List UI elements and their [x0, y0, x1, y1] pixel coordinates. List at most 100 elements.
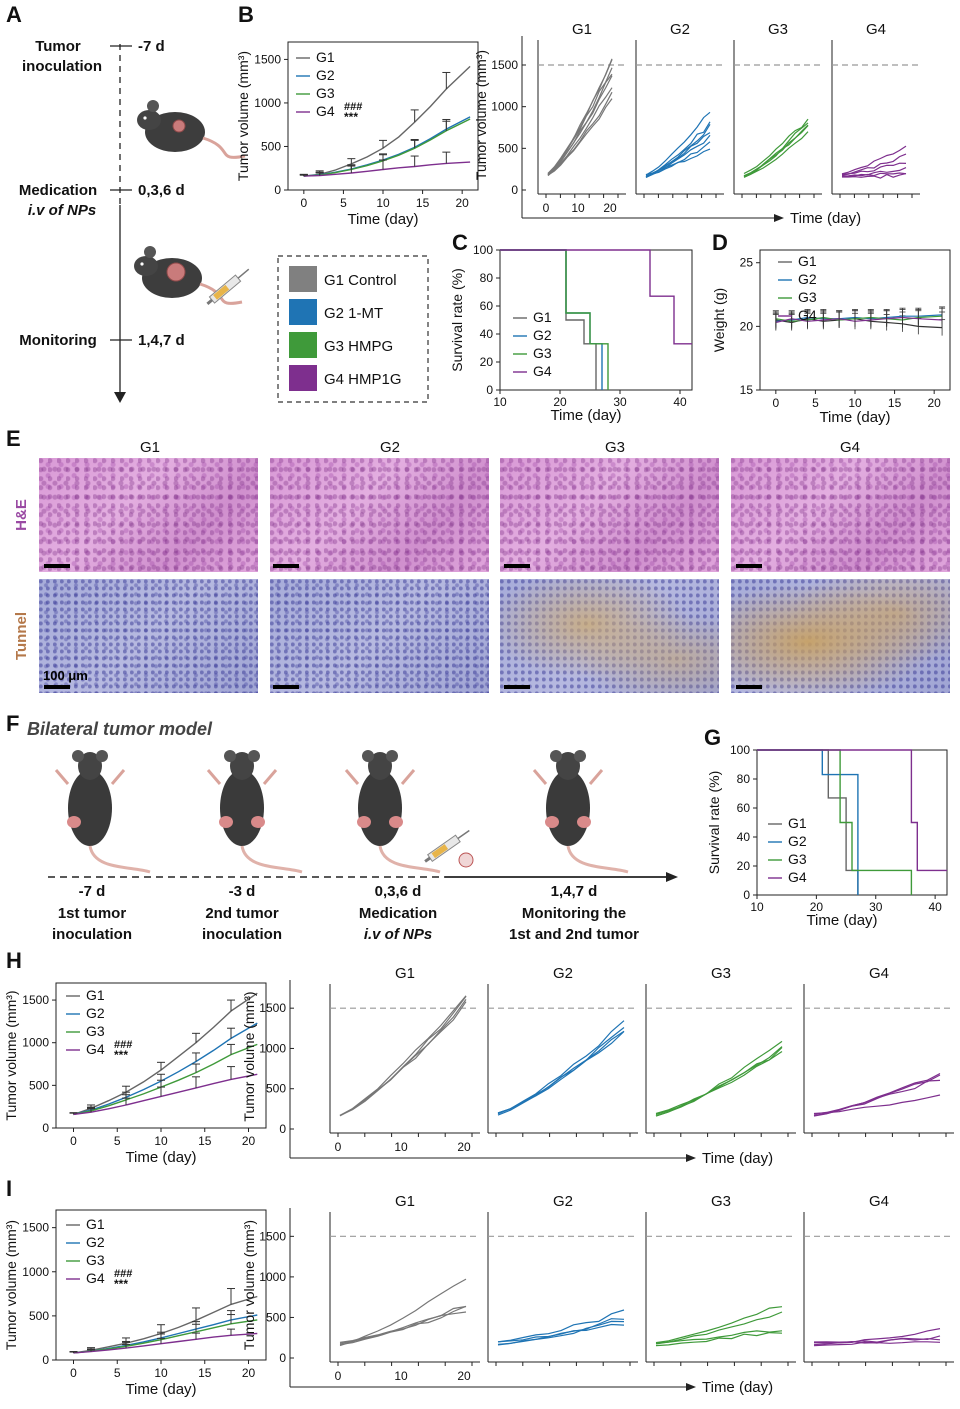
- individual-line-g1: [339, 1278, 467, 1347]
- x-tick-label: 20: [455, 196, 469, 210]
- mouse-paw: [110, 769, 126, 785]
- x-tick-label: 15: [888, 396, 902, 410]
- series-line-g3: [303, 118, 471, 177]
- x-tick-label: 5: [114, 1366, 121, 1380]
- individual-line-g1: [547, 75, 613, 175]
- legend-label: G2: [86, 1234, 105, 1250]
- scale-bar: [273, 685, 299, 689]
- individual-line-g2: [497, 1323, 625, 1343]
- tumor: [545, 816, 559, 828]
- mouse-ear: [224, 750, 236, 762]
- y-tick-label: 1500: [254, 52, 281, 66]
- individual-line-g4: [813, 1335, 941, 1347]
- bilateral-step-day: -7 d: [79, 883, 106, 900]
- he-image-g2: [270, 458, 489, 572]
- y-tick-label: 0: [274, 183, 281, 197]
- legend-label: G3: [533, 345, 552, 361]
- individual-line-g4: [841, 167, 907, 178]
- mouse-paw: [532, 769, 548, 785]
- y-tick-label: 1000: [22, 1036, 49, 1050]
- legend-label: G3: [788, 851, 807, 867]
- individual-line-g4: [842, 173, 907, 179]
- mouse-tail: [199, 282, 243, 305]
- legend-label: G1: [86, 987, 105, 1003]
- individual-line-g2: [645, 134, 711, 178]
- x-axis-arrow: [686, 1383, 696, 1391]
- individual-line-g4: [813, 1072, 941, 1117]
- legend-label: G3: [798, 289, 817, 305]
- facet-title-g2: G2: [553, 965, 573, 982]
- individual-line-g2: [645, 111, 711, 176]
- x-tick-label: 10: [394, 1140, 408, 1154]
- mouse-tail: [202, 136, 246, 159]
- individual-line-g2: [497, 1030, 625, 1114]
- x-tick-label: 10: [154, 1366, 168, 1380]
- x-tick-label: 0: [772, 396, 779, 410]
- y-tick-label: 20: [480, 355, 494, 369]
- individual-line-g1: [547, 87, 613, 176]
- he-image-g1: [39, 458, 258, 572]
- legend-box-label: G2 1-MT: [324, 305, 383, 322]
- tumor: [67, 816, 81, 828]
- mouse-eye: [143, 116, 147, 120]
- y-axis-label: Tumor volume (mm³): [473, 50, 489, 180]
- individual-line-g2: [645, 148, 711, 177]
- y-tick-label: 15: [740, 383, 754, 397]
- legend-label: G1: [788, 815, 807, 831]
- individual-line-g1: [547, 98, 613, 176]
- tumor: [166, 262, 186, 282]
- he-image-g4: [731, 458, 950, 572]
- y-tick-label: 0: [743, 888, 750, 902]
- scale-bar: [736, 685, 762, 689]
- y-tick-label: 60: [737, 801, 751, 815]
- mouse-head: [556, 752, 580, 780]
- y-tick-label: 0: [486, 383, 493, 397]
- scale-label: 100 μm: [43, 668, 88, 683]
- individual-line-g2: [497, 1031, 625, 1114]
- panel-letter-b: B: [238, 2, 254, 27]
- scale-bar: [504, 564, 530, 568]
- mouse-head: [137, 110, 161, 130]
- syringe-liquid: [213, 284, 230, 300]
- individual-line-g2: [497, 1309, 625, 1343]
- tumor: [357, 816, 371, 828]
- mouse-paw: [206, 769, 222, 785]
- y-tick-label: 0: [279, 1122, 286, 1136]
- individual-line-g1: [339, 1305, 467, 1344]
- y-axis-label: Weight (g): [711, 288, 727, 352]
- mouse-ear: [144, 246, 156, 258]
- syringe-needle: [457, 829, 470, 840]
- x-tick-label: 15: [198, 1134, 212, 1148]
- row-label-he: H&E: [13, 499, 30, 531]
- facet-title-g2: G2: [553, 1193, 573, 1210]
- individual-line-g2: [497, 1318, 625, 1346]
- legend-label: G3: [86, 1252, 105, 1268]
- step-day: -7 d: [138, 38, 165, 55]
- legend-box-swatch: [289, 299, 317, 325]
- individual-line-g4: [813, 1079, 941, 1115]
- x-tick-label: 20: [927, 396, 941, 410]
- x-axis-arrow: [686, 1154, 696, 1162]
- survival-line-g4: [757, 749, 947, 872]
- individual-line-g1: [547, 59, 613, 174]
- individual-line-g3: [655, 1046, 783, 1117]
- y-tick-label: 100: [730, 743, 750, 757]
- histology-column-g2: G2: [380, 439, 400, 456]
- legend-label: G4: [533, 363, 552, 379]
- syringe-plunger: [424, 856, 431, 863]
- individual-line-g4: [841, 153, 907, 176]
- syringe-liquid: [431, 844, 449, 859]
- x-axis-label: Time (day): [702, 1150, 773, 1167]
- y-axis-label: Survival rate (%): [449, 268, 465, 371]
- x-tick-label: 10: [571, 201, 585, 215]
- scale-bar: [44, 685, 70, 689]
- individual-line-g3: [743, 122, 809, 178]
- panel-letter-i: I: [6, 1176, 12, 1201]
- facet-title-g3: G3: [768, 21, 788, 38]
- syringe-plunger: [206, 298, 213, 306]
- bilateral-step-label: 2nd tumor: [205, 905, 278, 922]
- facet-title-g1: G1: [395, 965, 415, 982]
- y-tick-label: 1500: [259, 1229, 286, 1243]
- mouse-paw: [54, 769, 70, 785]
- y-tick-label: 0: [42, 1353, 49, 1367]
